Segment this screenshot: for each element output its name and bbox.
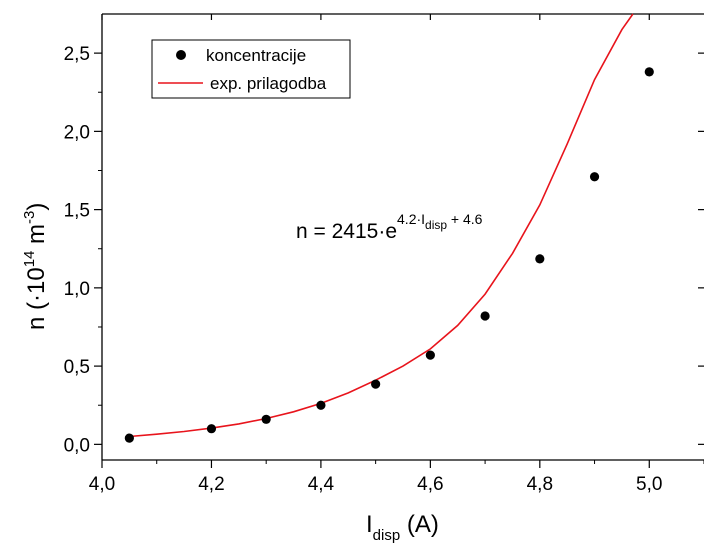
fit-equation: n = 2415·e4.2·Idisp + 4.6: [296, 211, 483, 243]
fit-curve-layer: [129, 13, 634, 438]
y-tick-label: 1,0: [64, 279, 90, 300]
y-tick-label: 0,0: [64, 435, 90, 456]
y-tick-label: 0,5: [64, 357, 90, 378]
data-point: [316, 400, 326, 410]
x-tick-label: 5,0: [636, 474, 662, 495]
x-tick-label: 4,2: [198, 474, 224, 495]
legend-label-koncentracije: koncentracije: [206, 46, 306, 65]
data-point: [124, 433, 134, 443]
data-point: [371, 379, 381, 389]
legend-box: [151, 39, 351, 99]
plot-frame: [101, 13, 704, 461]
legend-marker-koncentracije: [176, 50, 186, 60]
y-tick-label: 2,0: [64, 122, 90, 143]
data-point: [261, 414, 271, 424]
x-tick-label: 4,0: [89, 474, 115, 495]
data-point: [589, 172, 600, 182]
y-axis-title: n (·1014 m-3): [21, 203, 50, 330]
legend: koncentracije exp. prilagodba: [151, 39, 351, 99]
data-point: [425, 350, 435, 360]
data-point: [535, 254, 545, 264]
y-tick-label: 2,5: [64, 44, 90, 65]
y-tick-label: 1,5: [64, 201, 90, 222]
data-point: [206, 424, 217, 434]
x-axis-title: Idisp (A): [366, 511, 439, 543]
data-point: [480, 311, 490, 321]
legend-label-fit: exp. prilagodba: [210, 74, 327, 93]
data-point: [644, 67, 654, 77]
x-tick-label: 4,8: [527, 474, 553, 495]
axis-ticks: 4,0 4,2 4,4 4,6 4,8 5,0 0,0 0,5 1,0 1,5 2,0 2,5: [64, 14, 704, 495]
data-points: [124, 67, 654, 443]
x-tick-label: 4,6: [417, 474, 443, 495]
x-tick-label: 4,4: [308, 474, 335, 495]
fit-curve: [129, 13, 634, 438]
